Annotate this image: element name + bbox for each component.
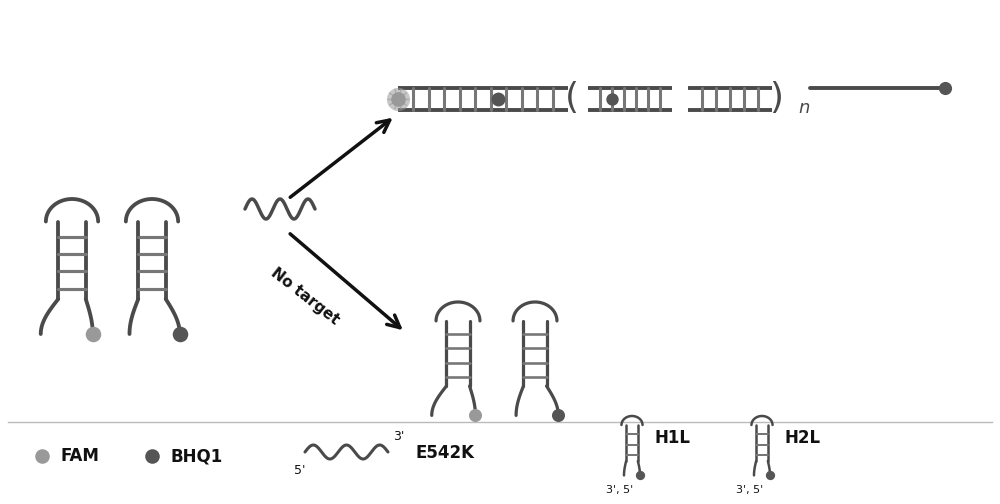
Text: ): ) (769, 81, 783, 115)
Point (550, 411, 566, 419)
Point (467, 411, 483, 419)
Point (144, 452, 160, 460)
Text: H2L: H2L (784, 429, 820, 447)
Text: H1L: H1L (654, 429, 690, 447)
Point (85, 330, 101, 338)
Point (34, 452, 50, 460)
Point (172, 330, 188, 338)
Text: n: n (798, 99, 809, 117)
Point (390, 95, 406, 103)
Text: 3', 5': 3', 5' (606, 485, 634, 495)
Text: 3', 5': 3', 5' (736, 485, 764, 495)
Text: 3': 3' (393, 429, 404, 443)
Text: FAM: FAM (60, 447, 99, 465)
Point (762, 471, 778, 479)
Point (632, 471, 648, 479)
Point (604, 95, 620, 103)
Point (490, 95, 506, 103)
Text: No target: No target (268, 265, 342, 327)
Text: (: ( (565, 81, 579, 115)
Point (390, 95, 406, 103)
Text: E542K: E542K (415, 444, 474, 462)
Text: BHQ1: BHQ1 (170, 447, 222, 465)
Point (937, 84, 953, 92)
Text: 5': 5' (294, 464, 306, 476)
